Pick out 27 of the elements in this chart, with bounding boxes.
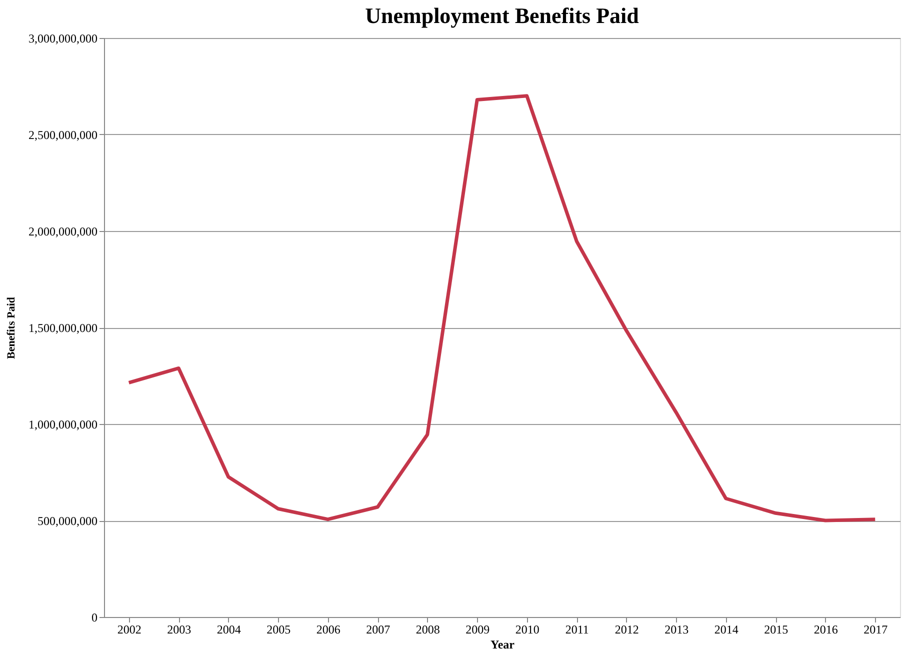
y-tick-label: 0 [92,610,98,624]
x-tick-label: 2008 [416,622,440,636]
x-tick-label: 2012 [614,622,639,636]
line-series [127,94,877,522]
y-tick-label: 2,500,000,000 [28,128,98,142]
x-tick-label: 2005 [266,622,291,636]
x-tick-label: 2014 [714,622,738,636]
x-tick-label: 2007 [366,622,390,636]
x-tick-label: 2002 [117,622,142,636]
x-tick-label: 2009 [466,622,490,636]
chart-title: Unemployment Benefits Paid [365,3,639,28]
x-tick-label: 2003 [167,622,192,636]
x-tick-label: 2004 [216,622,241,636]
y-tick-label: 2,000,000,000 [28,224,98,238]
x-tick-label: 2011 [565,622,589,636]
x-tick-label: 2015 [764,622,788,636]
x-tick-label: 2010 [515,622,540,636]
y-tick-label: 1,000,000,000 [28,418,98,432]
x-tick-label: 2013 [664,622,689,636]
x-axis-title: Year [490,638,516,652]
x-tick-label: 2016 [814,622,838,636]
x-tick-label: 2006 [316,622,340,636]
y-axis-title: Benefits Paid [6,296,18,360]
x-tick-label: 2017 [864,622,888,636]
y-tick-label: 500,000,000 [38,514,98,528]
y-tick-label: 1,500,000,000 [28,321,98,335]
y-tick-label: 3,000,000,000 [28,32,98,46]
